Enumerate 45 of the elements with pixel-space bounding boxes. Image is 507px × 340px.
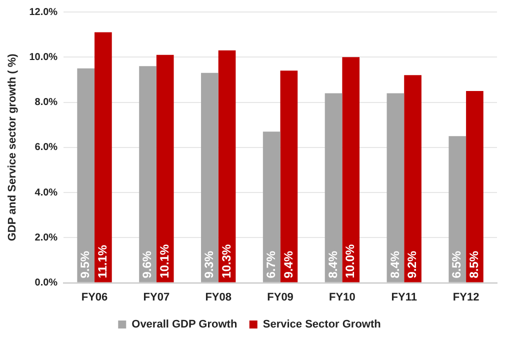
x-tick-label: FY09 <box>267 291 294 304</box>
data-label: 9.2% <box>405 250 420 278</box>
data-label: 9.5% <box>78 250 92 278</box>
bar <box>262 132 280 282</box>
data-label: 8.4% <box>326 250 340 278</box>
bar <box>201 72 218 282</box>
data-label: 10.0% <box>343 244 358 278</box>
data-label: 10.1% <box>157 244 172 278</box>
bar <box>280 70 298 282</box>
data-label: 9.4% <box>281 250 296 278</box>
bar <box>218 50 236 282</box>
data-label: 9.3% <box>202 250 216 278</box>
data-label: 10.3% <box>219 244 234 278</box>
x-tick-label: FY06 <box>81 291 108 304</box>
bar <box>466 90 484 282</box>
legend-label: Overall GDP Growth <box>132 318 238 331</box>
x-tick-label: FY10 <box>329 291 356 304</box>
bar <box>324 93 342 282</box>
data-label: 11.1% <box>95 244 110 278</box>
x-tick-label: FY12 <box>452 291 480 304</box>
y-axis-title: GDP and Service sector growth ( %) <box>6 53 19 242</box>
bar <box>77 68 95 282</box>
x-tick-label: FY11 <box>391 291 417 304</box>
bar <box>448 136 466 282</box>
y-tick-label: 10.0% <box>29 52 58 63</box>
bar <box>139 66 156 282</box>
data-label: 6.5% <box>450 250 464 278</box>
bar <box>342 57 360 282</box>
y-tick-label: 4.0% <box>34 187 58 198</box>
bar <box>94 32 112 282</box>
y-tick-label: 8.0% <box>34 97 58 108</box>
y-tick-label: 2.0% <box>34 232 58 244</box>
bar <box>404 75 422 282</box>
data-label: 8.5% <box>467 250 482 278</box>
x-tick-label: FY08 <box>205 291 232 304</box>
data-label: 6.7% <box>264 250 278 278</box>
y-tick-label: 6.0% <box>34 142 58 154</box>
data-label: 8.4% <box>388 250 402 278</box>
bar <box>386 93 404 282</box>
data-label: 9.6% <box>140 250 154 278</box>
y-tick-label: 12.0% <box>29 6 58 18</box>
bar <box>156 54 174 282</box>
x-tick-label: FY07 <box>143 291 170 304</box>
legend-label: Service Sector Growth <box>262 318 382 331</box>
y-tick-label: 0.0% <box>34 278 58 289</box>
